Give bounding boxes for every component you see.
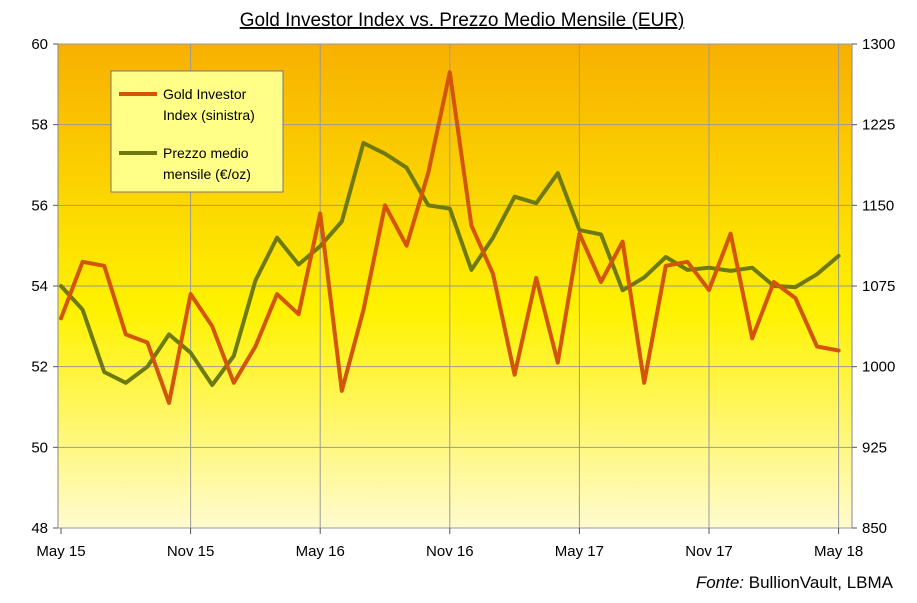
right-tick-label: 1225 (862, 117, 895, 134)
left-tick-label: 52 (31, 359, 48, 376)
legend-label-line-2: mensile (€/oz) (163, 166, 251, 182)
series-lines (59, 70, 841, 405)
x-tick-label: May 15 (36, 543, 85, 560)
source-label: Fonte: (696, 573, 744, 592)
right-y-axis: 850 925 1000 1075 1150 1225 1300 (852, 36, 895, 537)
source-note: Fonte: BullionVault, LBMA (696, 573, 894, 592)
right-tick-label: 1000 (862, 359, 895, 376)
source-text: BullionVault, LBMA (744, 573, 894, 592)
series-line-prezzo-medio (59, 141, 841, 387)
chart-title: Gold Investor Index vs. Prezzo Medio Men… (240, 10, 685, 31)
x-tick-label: Nov 17 (685, 543, 733, 560)
legend-label-prezzo-medio: Prezzo medio mensile (€/oz) (163, 145, 252, 182)
legend-label-gold-investor-index: Gold Investor Index (sinistra) (163, 86, 255, 123)
series-line-gold-investor-index (59, 70, 841, 405)
left-y-axis: 48 50 52 54 56 58 60 (31, 36, 58, 537)
right-tick-label: 1300 (862, 36, 895, 53)
left-tick-label: 48 (31, 520, 48, 537)
legend-label-line-1: Gold Investor (163, 86, 247, 102)
left-tick-label: 50 (31, 439, 48, 456)
legend-label-line-1: Prezzo medio (163, 145, 249, 161)
x-tick-label: May 18 (814, 543, 863, 560)
right-tick-label: 850 (862, 520, 887, 537)
right-tick-label: 1150 (862, 197, 894, 214)
x-tick-label: Nov 16 (426, 543, 474, 560)
legend-box (110, 70, 284, 193)
x-tick-label: Nov 15 (167, 543, 215, 560)
legend-label-line-2: Index (sinistra) (163, 107, 255, 123)
x-tick-label: May 16 (296, 543, 345, 560)
x-tick-label: May 17 (555, 543, 604, 560)
legend: Gold Investor Index (sinistra) Prezzo me… (110, 70, 284, 193)
left-tick-label: 58 (31, 117, 48, 134)
right-tick-label: 1075 (862, 278, 895, 295)
left-tick-label: 60 (31, 36, 48, 53)
x-axis: May 15 Nov 15 May 16 Nov 16 May 17 Nov 17 May … (36, 528, 863, 560)
left-tick-label: 56 (31, 197, 48, 214)
left-tick-label: 54 (31, 278, 48, 295)
right-tick-label: 925 (862, 439, 887, 456)
